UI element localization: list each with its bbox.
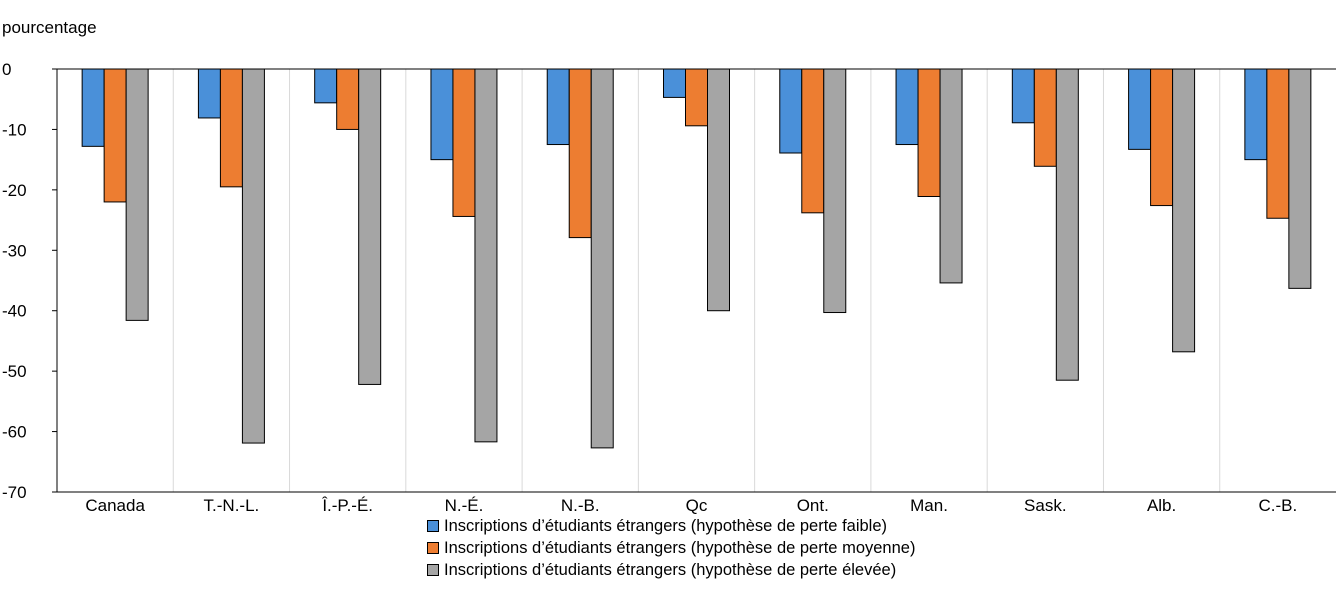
y-tick-label: -60 [2,423,27,442]
x-tick-label: C.-B. [1258,496,1297,514]
bar-2 [568,68,592,239]
legend-label: Inscriptions d’étudiants étrangers (hypo… [444,517,888,535]
legend-swatch [427,564,439,576]
bar-chart: pourcentage 0 -10 -20 -30 -40 -50 -60 -70 Canad… [2,18,1336,514]
legend-item: Inscriptions d’étudiants étrangers (hypo… [427,515,915,537]
legend-swatch [427,542,439,554]
y-tick-labels: 0 -10 -20 -30 -40 -50 -60 -70 [2,60,57,502]
bar-1 [1128,68,1152,150]
x-tick-label: Canada [85,496,145,514]
legend-item: Inscriptions d’étudiants étrangers (hypo… [427,559,915,581]
legend-label: Inscriptions d’étudiants étrangers (hypo… [444,561,897,579]
bar-1 [1244,68,1268,161]
y-tick-label: 0 [2,60,11,79]
x-tick-label: T.-N.-L. [204,496,260,514]
bar-1 [197,68,221,119]
category-separators [172,69,1221,492]
bar-1 [779,68,803,154]
bar-1 [1011,68,1035,124]
y-tick-label: -20 [2,181,27,200]
bars [81,68,1312,449]
x-tick-label: N.-B. [561,496,600,514]
y-tick-label: -40 [2,302,27,321]
bar-1 [546,68,570,146]
axes [56,68,1336,493]
y-tick-label: -10 [2,120,27,139]
bar-2 [685,68,708,127]
legend-swatch [427,520,439,532]
y-tick-label: -30 [2,241,27,260]
bar-2 [103,68,127,203]
bar-3 [358,68,382,385]
bar-3 [707,68,730,312]
bar-1 [663,68,686,98]
bar-3 [125,68,149,321]
x-tick-label: Ont. [797,496,829,514]
bar-1 [430,68,454,161]
bar-2 [219,68,243,188]
x-tick-label: Alb. [1147,496,1176,514]
bar-3 [1288,68,1312,289]
bar-3 [474,68,498,443]
bar-3 [1055,68,1079,381]
bar-1 [314,68,338,104]
bar-1 [81,68,105,147]
bar-2 [1033,68,1057,167]
bar-2 [336,68,360,130]
y-axis-title: pourcentage [2,18,97,37]
x-tick-label: Sask. [1024,496,1067,514]
bar-1 [895,68,919,146]
bar-3 [241,68,265,444]
x-tick-label: Man. [910,496,948,514]
bar-3 [823,68,847,314]
y-tick-label: -50 [2,362,27,381]
bar-3 [590,68,614,449]
bar-2 [452,68,476,217]
x-tick-label: N.-É. [445,496,484,514]
bar-2 [917,68,941,198]
legend-label: Inscriptions d’étudiants étrangers (hypo… [444,539,916,557]
bar-2 [1150,68,1174,207]
legend-item: Inscriptions d’étudiants étrangers (hypo… [427,537,915,559]
bar-3 [939,68,963,284]
y-tick-label: -70 [2,483,27,502]
bar-3 [1172,68,1196,353]
x-tick-label: Qc [686,496,708,514]
legend: Inscriptions d’étudiants étrangers (hypo… [427,515,915,581]
x-tick-label: Î.-P.-É. [321,496,373,514]
x-tick-labels: Canada T.-N.-L. Î.-P.-É. N.-É. N.-B. Qc Ont. Ma… [85,496,1297,514]
bar-2 [801,68,825,214]
bar-2 [1266,68,1290,219]
